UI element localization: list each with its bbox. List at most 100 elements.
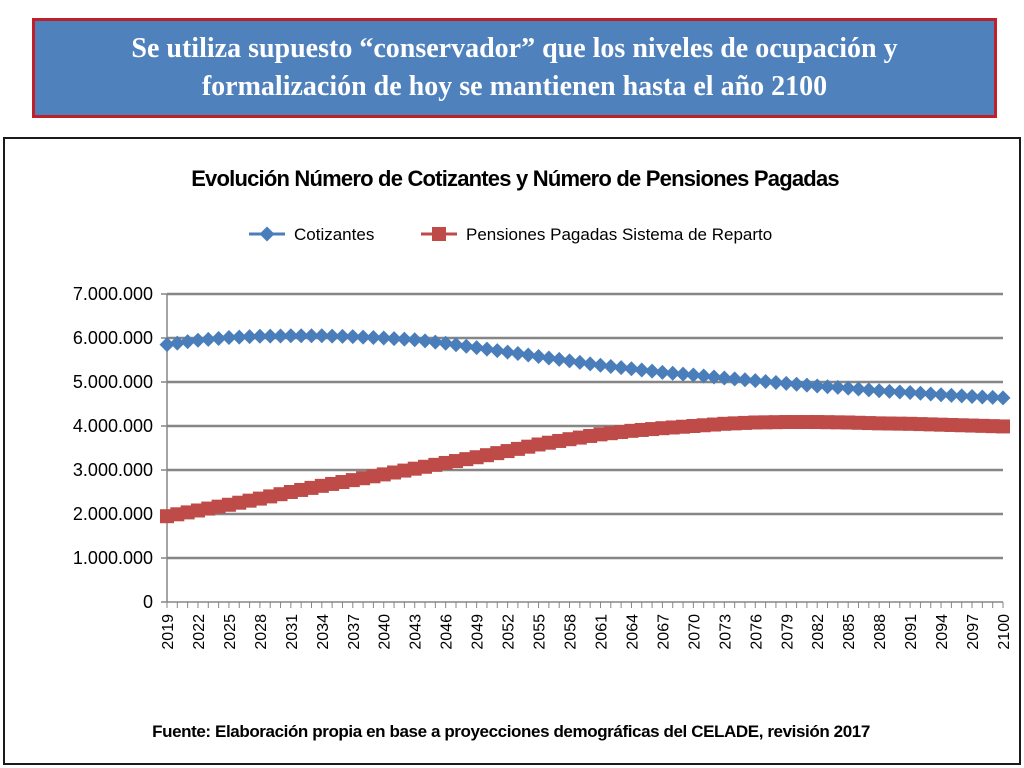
series-cotizantes-point	[314, 328, 330, 344]
x-tick-label: 2064	[624, 614, 641, 650]
gridlines	[167, 292, 1003, 560]
y-axis-ticks: 0 1.000.000 2.000.000 3.000.000 4.000.000 5.0…	[73, 284, 167, 612]
series-cotizantes-point	[211, 330, 227, 346]
series-cotizantes-point	[902, 385, 918, 401]
series-cotizantes-point	[747, 373, 763, 389]
series-cotizantes-point	[562, 353, 578, 369]
series-cotizantes-point	[324, 328, 340, 344]
series-cotizantes-point	[861, 382, 877, 398]
legend-marker	[432, 227, 446, 241]
series-cotizantes-point	[613, 360, 629, 376]
x-tick-label: 2082	[810, 614, 827, 650]
series-cotizantes-point	[985, 389, 1001, 405]
series-cotizantes-point	[603, 358, 619, 374]
x-tick-label: 2097	[965, 614, 982, 650]
x-tick-label: 2055	[532, 614, 549, 650]
series-cotizantes-point	[231, 329, 247, 345]
series-cotizantes-point	[809, 378, 825, 394]
x-tick-label: 2037	[346, 614, 363, 650]
legend-item: Pensiones Pagadas Sistema de Reparto	[421, 225, 772, 244]
y-tick-label: 5.000.000	[73, 372, 153, 392]
series-cotizantes-point	[830, 379, 846, 395]
series-cotizantes-point	[933, 387, 949, 403]
series-cotizantes-point	[396, 331, 412, 347]
series-cotizantes-point	[438, 335, 454, 351]
series-cotizantes-point	[520, 347, 536, 363]
x-tick-label: 2052	[501, 614, 518, 650]
x-tick-label: 2034	[315, 614, 332, 650]
header-banner: Se utiliza supuesto “conservador” que lo…	[32, 18, 997, 118]
series-cotizantes-point	[407, 332, 423, 348]
series-cotizantes-point	[995, 390, 1011, 406]
series-cotizantes-point	[799, 377, 815, 393]
x-tick-label: 2061	[593, 614, 610, 650]
series-cotizantes-point	[592, 357, 608, 373]
series-cotizantes-point	[355, 329, 371, 345]
y-tick-label: 2.000.000	[73, 504, 153, 524]
series-cotizantes-point	[727, 371, 743, 387]
series-cotizantes-point	[923, 386, 939, 402]
series-pensiones	[160, 415, 1010, 524]
series-cotizantes-point	[778, 375, 794, 391]
line-chart: Evolución Número de Cotizantes y Número …	[73, 166, 1013, 741]
series-cotizantes-point	[376, 330, 392, 346]
series-cotizantes-point	[912, 385, 928, 401]
x-tick-label: 2022	[191, 614, 208, 650]
series-cotizantes-point	[789, 376, 805, 392]
x-tick-label: 2067	[655, 614, 672, 650]
series-cotizantes	[159, 328, 1011, 406]
y-tick-label: 3.000.000	[73, 460, 153, 480]
series-cotizantes-point	[623, 361, 639, 377]
series-cotizantes-point	[716, 370, 732, 386]
y-tick-label: 4.000.000	[73, 416, 153, 436]
series-cotizantes-point	[582, 356, 598, 372]
series-cotizantes-point	[881, 383, 897, 399]
series-pensiones-point	[996, 419, 1010, 434]
x-tick-label: 2028	[253, 614, 270, 650]
series-cotizantes-point	[293, 328, 309, 344]
series-cotizantes-point	[221, 330, 237, 346]
series-cotizantes-point	[685, 367, 701, 383]
series-cotizantes-point	[334, 328, 350, 344]
series-cotizantes-point	[345, 329, 361, 345]
x-tick-label: 2079	[779, 614, 796, 650]
chart-source: Fuente: Elaboración propia en base a pro…	[152, 722, 870, 741]
chart-frame: Evolución Número de Cotizantes y Número …	[3, 137, 1021, 765]
legend-item: Cotizantes	[249, 225, 374, 244]
series-cotizantes-point	[737, 372, 753, 388]
series-cotizantes-point	[180, 334, 196, 350]
series-cotizantes-point	[768, 374, 784, 390]
series-cotizantes-point	[283, 328, 299, 344]
series-cotizantes-point	[417, 333, 433, 349]
series-cotizantes-point	[696, 368, 712, 384]
legend-label: Cotizantes	[294, 225, 374, 244]
series-cotizantes-point	[954, 388, 970, 404]
series-cotizantes-point	[200, 331, 216, 347]
x-tick-label: 2070	[686, 614, 703, 650]
x-tick-label: 2046	[439, 614, 456, 650]
series-cotizantes-point	[706, 369, 722, 385]
series-cotizantes-point	[169, 335, 185, 351]
series-cotizantes-point	[665, 365, 681, 381]
series-cotizantes-point	[541, 350, 557, 366]
series-cotizantes-point	[551, 351, 567, 367]
series-cotizantes-point	[469, 340, 485, 356]
x-tick-label: 2025	[222, 614, 239, 650]
series-cotizantes-point	[500, 344, 516, 360]
series-cotizantes-point	[386, 331, 402, 347]
series-cotizantes-point	[458, 338, 474, 354]
x-tick-label: 2019	[160, 614, 177, 650]
x-tick-label: 2058	[563, 614, 580, 650]
series-cotizantes-point	[820, 379, 836, 395]
legend-label: Pensiones Pagadas Sistema de Reparto	[466, 225, 772, 244]
series-cotizantes-point	[644, 363, 660, 379]
series-cotizantes-point	[252, 328, 268, 344]
x-tick-label: 2094	[934, 614, 951, 650]
series-cotizantes-point	[871, 383, 887, 399]
series-cotizantes-point	[365, 330, 381, 346]
series-cotizantes-point	[531, 348, 547, 364]
series-cotizantes-point	[840, 380, 856, 396]
series-cotizantes-point	[262, 328, 278, 344]
series-cotizantes-point	[943, 387, 959, 403]
series-cotizantes-point	[273, 328, 289, 344]
